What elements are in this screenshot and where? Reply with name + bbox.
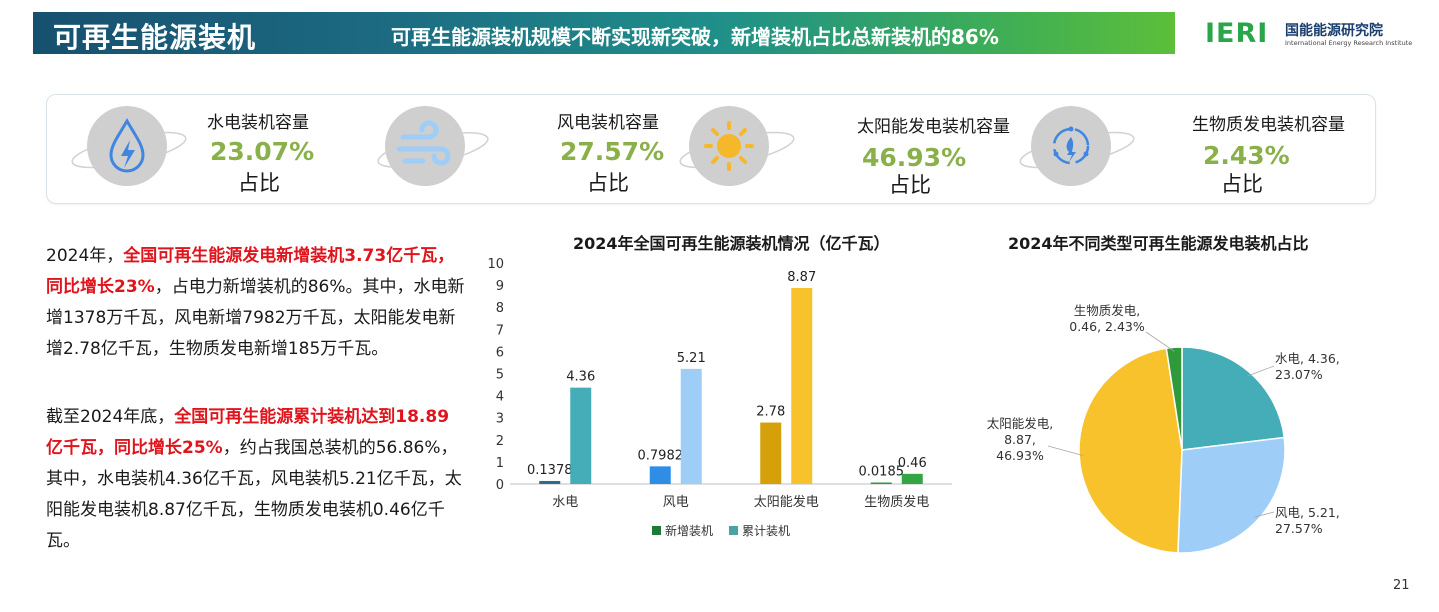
bar-new-2 xyxy=(760,422,782,484)
stat-unit: 占比 xyxy=(1221,172,1263,196)
stat-value: 2.43% xyxy=(1203,141,1290,170)
bar-cumulative-2 xyxy=(791,287,813,484)
stat-value: 46.93% xyxy=(862,143,967,172)
paragraph-text: 截至2024年底， xyxy=(46,407,175,427)
bar-new-3 xyxy=(870,482,892,484)
bar-chart-title: 2024年全国可再生能源装机情况（亿千瓦） xyxy=(573,234,890,253)
bar-data-label: 2.78 xyxy=(756,405,785,420)
bar-data-label: 0.0185 xyxy=(859,465,905,480)
paragraph-text: 2024年， xyxy=(46,246,124,266)
pie-data-label: 太阳能发电, 8.87, 46.93% xyxy=(987,416,1053,463)
y-tick-label: 1 xyxy=(496,456,504,471)
stat-unit: 占比 xyxy=(238,171,280,195)
paragraph-new-capacity: 2024年，全国可再生能源发电新增装机3.73亿千瓦，同比增长23%，占电力新增… xyxy=(46,241,466,365)
legend-label: 累计装机 xyxy=(742,524,790,538)
pie-leader-line xyxy=(1254,511,1275,518)
y-tick-label: 3 xyxy=(496,412,504,427)
sun-icon xyxy=(677,105,797,189)
bar-chart: 0 1 2 3 4 5 6 7 8 9 10 0.1378 4.36 水电 0.7982 5.21 风电 2.78… xyxy=(487,257,952,538)
pie-slice-2 xyxy=(1078,347,1183,554)
logo-mark: IERI xyxy=(1205,18,1269,49)
pie-data-label: 水电, 4.36, 23.07% xyxy=(1275,351,1340,382)
stat-label: 水电装机容量 xyxy=(207,113,309,133)
bar-data-label: 8.87 xyxy=(787,270,816,285)
x-category-label: 生物质发电 xyxy=(864,494,929,510)
bar-cumulative-3 xyxy=(901,473,923,484)
pie-leader-line xyxy=(1047,445,1084,456)
x-category-label: 太阳能发电 xyxy=(754,494,819,510)
stat-unit: 占比 xyxy=(587,171,629,195)
bar-cumulative-1 xyxy=(680,368,702,484)
logo-name-cn: 国能能源研究院 xyxy=(1285,23,1383,39)
y-tick-label: 7 xyxy=(496,323,504,338)
y-tick-label: 0 xyxy=(496,478,504,493)
x-category-label: 水电 xyxy=(552,495,578,510)
bar-new-1 xyxy=(649,466,671,484)
wind-icon xyxy=(377,105,497,189)
y-tick-label: 10 xyxy=(487,257,504,272)
bar-cumulative-0 xyxy=(570,387,592,484)
stat-label: 生物质发电装机容量 xyxy=(1192,115,1345,135)
paragraph-text: ，占电力新增装机的86%。其中，水电新增1378万千瓦，风电新增7982万千瓦，… xyxy=(46,277,465,359)
stat-panel: 水电装机容量 23.07% 占比 风电装机容量 27.57% 占比 xyxy=(46,94,1376,204)
bar-new-0 xyxy=(539,480,561,484)
pie-chart-title: 2024年不同类型可再生能源发电装机占比 xyxy=(1008,234,1309,253)
logo-name-en: International Energy Research Institute xyxy=(1285,39,1413,47)
stat-value: 23.07% xyxy=(210,137,315,166)
y-tick-label: 4 xyxy=(496,390,504,405)
stat-value: 27.57% xyxy=(560,137,665,166)
page-subtitle: 可再生能源装机规模不断实现新突破，新增装机占比总新装机的86% xyxy=(391,25,999,49)
bar-data-label: 0.7982 xyxy=(638,448,684,463)
bar-data-label: 0.46 xyxy=(898,456,927,471)
pie-data-label: 风电, 5.21, 27.57% xyxy=(1275,505,1340,536)
stat-wind: 风电装机容量 27.57% 占比 xyxy=(377,95,677,203)
legend-label: 新增装机 xyxy=(665,523,713,538)
y-tick-label: 6 xyxy=(496,345,504,360)
paragraph-highlight: 全国可再生能源发电新增装机3.73亿千瓦，同比增长23% xyxy=(46,246,455,297)
paragraph-highlight: 全国可再生能源累计装机达到18.89亿千瓦，同比增长25% xyxy=(46,407,450,458)
biomass-cycle-icon xyxy=(1017,105,1137,189)
pie-slice-1 xyxy=(1177,436,1286,554)
bar-data-label: 5.21 xyxy=(677,351,706,366)
legend-swatch xyxy=(729,526,738,535)
pie-slice-3 xyxy=(1165,346,1183,451)
stat-biomass: 生物质发电装机容量 2.43% 占比 xyxy=(1007,95,1375,203)
y-tick-label: 9 xyxy=(496,279,504,294)
pie-data-label: 生物质发电, 0.46, 2.43% xyxy=(1069,303,1145,334)
page-title: 可再生能源装机 xyxy=(53,21,257,54)
legend-swatch xyxy=(652,526,661,535)
y-tick-label: 2 xyxy=(496,434,504,449)
x-category-label: 风电 xyxy=(663,495,689,510)
stat-label: 太阳能发电装机容量 xyxy=(857,117,1010,137)
bar-data-label: 4.36 xyxy=(566,370,595,385)
y-tick-label: 5 xyxy=(496,368,504,383)
header-banner: 可再生能源装机 可再生能源装机规模不断实现新突破，新增装机占比总新装机的86% xyxy=(33,12,1175,54)
ieri-logo: IERI 国能能源研究院 International Energy Resear… xyxy=(1205,18,1415,50)
stat-solar: 太阳能发电装机容量 46.93% 占比 xyxy=(677,95,1010,203)
paragraph-text: ，约占我国总装机的56.86%，其中，水电装机4.36亿千瓦，风电装机5.21亿… xyxy=(46,438,462,551)
stat-hydro: 水电装机容量 23.07% 占比 xyxy=(47,95,377,203)
pie-slice-0 xyxy=(1181,346,1286,451)
y-tick-label: 8 xyxy=(496,301,504,316)
paragraph-cumulative-capacity: 截至2024年底，全国可再生能源累计装机达到18.89亿千瓦，同比增长25%，约… xyxy=(46,402,466,557)
pie-leader-line xyxy=(1247,365,1275,377)
pie-leader-line xyxy=(1145,331,1175,352)
page-number: 21 xyxy=(1393,578,1410,593)
stat-unit: 占比 xyxy=(889,173,931,197)
water-drop-lightning-icon xyxy=(69,105,189,189)
bar-data-label: 0.1378 xyxy=(527,463,573,478)
stat-label: 风电装机容量 xyxy=(557,113,659,133)
pie-chart: 水电, 4.36, 23.07% 风电, 5.21, 27.57% 太阳能发电, 8.87… xyxy=(987,303,1340,554)
